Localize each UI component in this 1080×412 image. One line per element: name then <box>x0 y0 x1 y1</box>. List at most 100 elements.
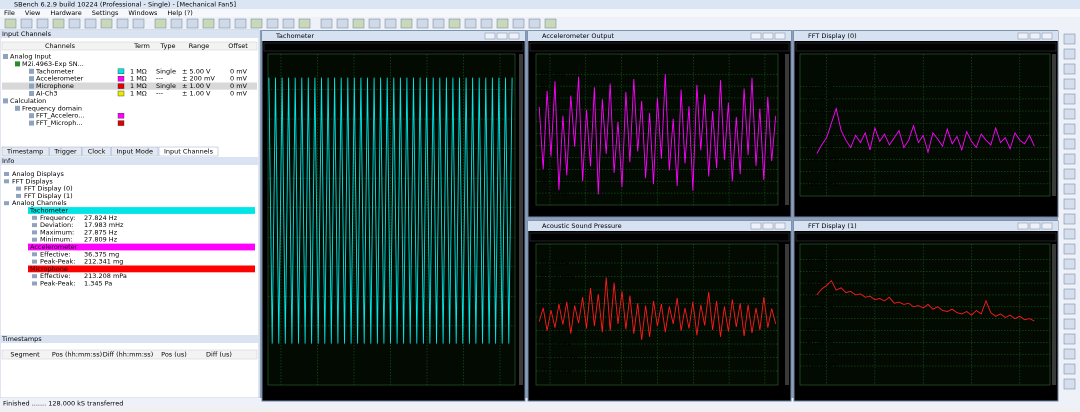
toolbar-button[interactable] <box>416 18 429 29</box>
tab-label[interactable]: Input Mode <box>116 148 153 156</box>
channel-name[interactable]: M2i.4963-Exp SN... <box>22 60 84 68</box>
window-button[interactable] <box>1041 32 1053 40</box>
tab[interactable] <box>49 146 82 157</box>
side-button[interactable] <box>1063 168 1076 180</box>
side-button[interactable] <box>1063 318 1076 330</box>
window-button[interactable] <box>774 32 786 40</box>
side-button[interactable] <box>1063 138 1076 150</box>
toolbar-button[interactable] <box>202 18 215 29</box>
toolbar-button[interactable] <box>52 18 65 29</box>
channel-name[interactable]: Analog Input <box>10 53 52 61</box>
channel-name[interactable]: Tachometer <box>35 67 74 75</box>
window-button[interactable] <box>762 222 774 230</box>
side-button[interactable] <box>1063 198 1076 210</box>
tab-label[interactable]: Trigger <box>53 148 77 156</box>
menu-item[interactable]: Windows <box>128 9 158 17</box>
window-button[interactable] <box>1029 32 1041 40</box>
toolbar-button[interactable] <box>336 18 349 29</box>
side-button[interactable] <box>1063 303 1076 315</box>
side-button[interactable] <box>1063 363 1076 375</box>
toolbar-button[interactable] <box>352 18 365 29</box>
side-button[interactable] <box>1063 258 1076 270</box>
window-button[interactable] <box>750 32 762 40</box>
menu-item[interactable]: Settings <box>92 9 119 17</box>
toolbar-button[interactable] <box>100 18 113 29</box>
toolbar-button[interactable] <box>464 18 477 29</box>
tab-label[interactable]: Clock <box>88 148 106 156</box>
toolbar-button[interactable] <box>544 18 557 29</box>
toolbar-button[interactable] <box>234 18 247 29</box>
side-button[interactable] <box>1063 243 1076 255</box>
window-button[interactable] <box>1029 222 1041 230</box>
toolbar-button[interactable] <box>20 18 33 29</box>
side-button[interactable] <box>1063 333 1076 345</box>
toolbar-button[interactable] <box>320 18 333 29</box>
menu-item[interactable]: Hardware <box>50 9 81 17</box>
channel-name[interactable]: Microphone <box>36 82 74 90</box>
toolbar-button[interactable] <box>36 18 49 29</box>
toolbar-button[interactable] <box>512 18 525 29</box>
channel-name[interactable]: FFT_Accelero... <box>36 112 84 120</box>
toolbar-button[interactable] <box>132 18 145 29</box>
toolbar-button[interactable] <box>480 18 493 29</box>
window-button[interactable] <box>484 32 496 40</box>
channel-name[interactable]: AI-Ch3 <box>36 90 58 98</box>
toolbar-button[interactable] <box>528 18 541 29</box>
tab[interactable] <box>111 146 159 157</box>
toolbar-button[interactable] <box>154 18 167 29</box>
window-button[interactable] <box>750 222 762 230</box>
toolbar-button[interactable] <box>4 18 17 29</box>
toolbar-button[interactable] <box>84 18 97 29</box>
window-button[interactable] <box>1041 222 1053 230</box>
side-button[interactable] <box>1063 153 1076 165</box>
side-button[interactable] <box>1063 33 1076 45</box>
channel-name[interactable]: FFT_Microph... <box>36 119 83 127</box>
toolbar-button[interactable] <box>282 18 295 29</box>
tab[interactable] <box>82 146 111 157</box>
side-button[interactable] <box>1063 108 1076 120</box>
toolbar-button[interactable] <box>368 18 381 29</box>
side-button[interactable] <box>1063 213 1076 225</box>
tab[interactable] <box>158 146 219 157</box>
channel-name[interactable]: Accelerometer <box>36 75 84 83</box>
toolbar-button[interactable] <box>384 18 397 29</box>
toolbar-button[interactable] <box>170 18 183 29</box>
side-button[interactable] <box>1063 93 1076 105</box>
channel-name[interactable]: Frequency domain <box>22 104 82 112</box>
toolbar-button[interactable] <box>400 18 413 29</box>
side-button[interactable] <box>1063 123 1076 135</box>
menu-item[interactable]: Help (?) <box>167 9 192 17</box>
tab-label[interactable]: Timestamp <box>6 148 43 156</box>
toolbar-button[interactable] <box>68 18 81 29</box>
side-button[interactable] <box>1063 288 1076 300</box>
toolbar-button[interactable] <box>448 18 461 29</box>
window-button[interactable] <box>1017 32 1029 40</box>
toolbar-button[interactable] <box>266 18 279 29</box>
menu-item[interactable]: File <box>4 9 15 17</box>
toolbar-button[interactable] <box>218 18 231 29</box>
tab[interactable] <box>1 146 49 157</box>
side-button[interactable] <box>1063 348 1076 360</box>
toolbar-button[interactable] <box>250 18 263 29</box>
toolbar-button[interactable] <box>186 18 199 29</box>
side-button[interactable] <box>1063 48 1076 60</box>
toolbar-button[interactable] <box>496 18 509 29</box>
toolbar-button[interactable] <box>298 18 311 29</box>
toolbar-button[interactable] <box>432 18 445 29</box>
window-button[interactable] <box>1017 222 1029 230</box>
tab-label[interactable]: Input Channels <box>164 148 214 156</box>
side-button[interactable] <box>1063 63 1076 75</box>
side-button[interactable] <box>1063 78 1076 90</box>
side-button[interactable] <box>1063 378 1076 390</box>
info-label: FFT Display (1) <box>24 192 73 200</box>
window-button[interactable] <box>508 32 520 40</box>
menu-item[interactable]: View <box>25 9 41 17</box>
window-button[interactable] <box>762 32 774 40</box>
channel-name[interactable]: Calculation <box>10 97 46 105</box>
side-button[interactable] <box>1063 183 1076 195</box>
window-button[interactable] <box>774 222 786 230</box>
window-button[interactable] <box>496 32 508 40</box>
side-button[interactable] <box>1063 273 1076 285</box>
toolbar-button[interactable] <box>116 18 129 29</box>
side-button[interactable] <box>1063 228 1076 240</box>
